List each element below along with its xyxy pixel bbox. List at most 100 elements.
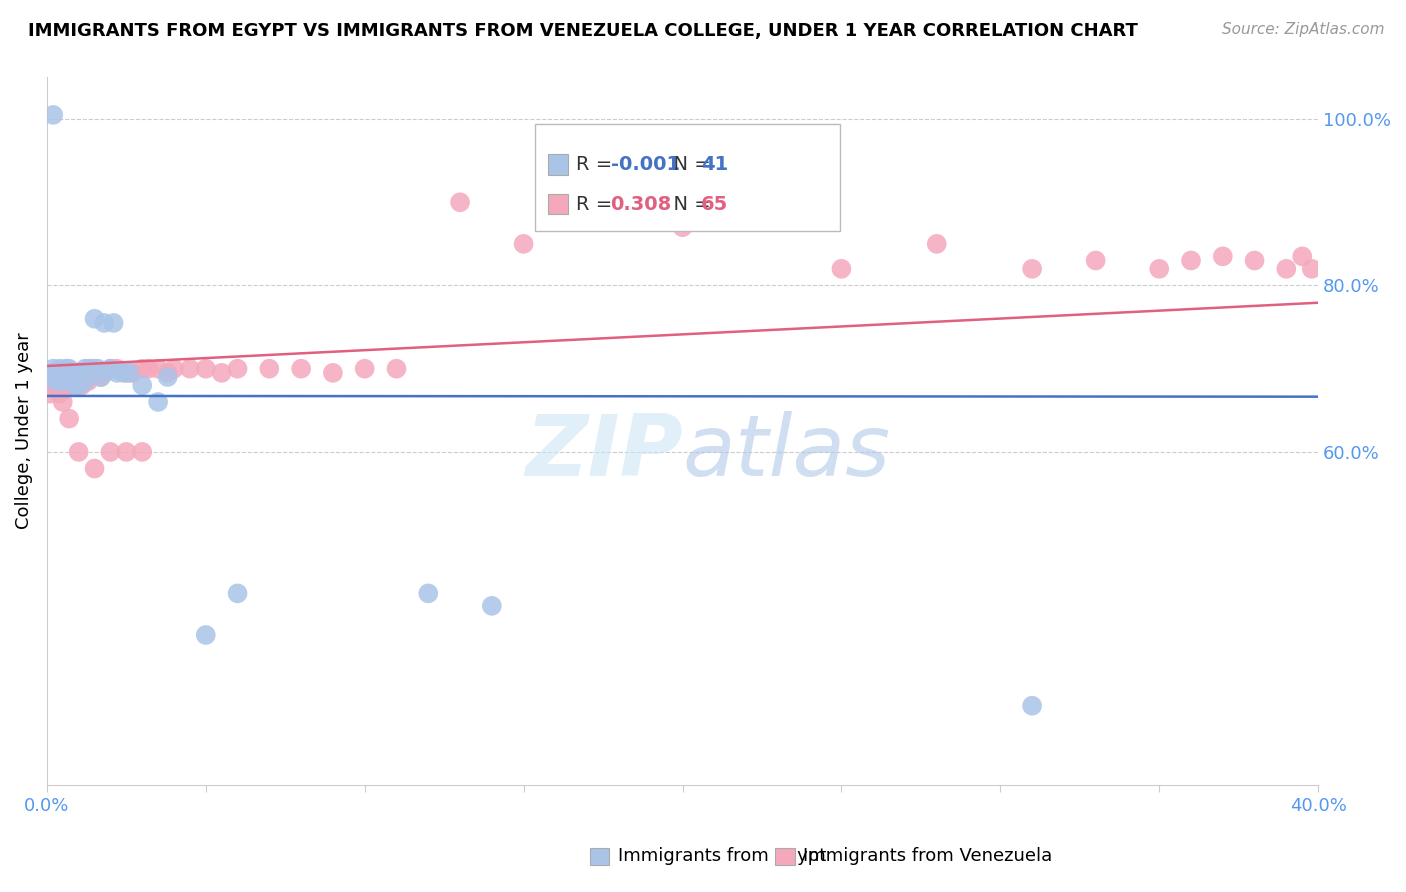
Text: 0.308: 0.308 <box>610 194 672 213</box>
Point <box>65 378 87 392</box>
Point <box>42 108 65 122</box>
Point <box>146 395 169 409</box>
Point <box>194 361 217 376</box>
Point <box>179 361 201 376</box>
Point <box>65 370 87 384</box>
Point <box>576 195 599 210</box>
Point <box>90 370 112 384</box>
Point <box>1212 249 1234 263</box>
Point <box>1021 698 1043 713</box>
Point <box>226 586 249 600</box>
Point <box>42 366 65 380</box>
Text: R =: R = <box>575 155 619 174</box>
Point <box>100 361 122 376</box>
Point <box>55 366 77 380</box>
Point <box>73 374 96 388</box>
Point <box>48 361 70 376</box>
Point <box>87 366 110 380</box>
Point <box>1147 261 1170 276</box>
Text: N =: N = <box>661 155 717 174</box>
Point <box>45 378 67 392</box>
Point <box>131 361 153 376</box>
Point <box>55 361 77 376</box>
Point <box>93 366 115 380</box>
Point <box>60 370 83 384</box>
Point <box>90 370 112 384</box>
Point <box>58 374 80 388</box>
Point <box>105 361 128 376</box>
Point <box>156 370 179 384</box>
Point <box>449 195 471 210</box>
Point <box>163 361 186 376</box>
Text: ZIP: ZIP <box>524 411 682 494</box>
Point <box>39 386 62 401</box>
Point <box>385 361 408 376</box>
Point <box>83 461 105 475</box>
Point <box>512 236 534 251</box>
Text: atlas: atlas <box>682 411 890 494</box>
Text: -0.001: -0.001 <box>610 155 679 174</box>
Point <box>1084 253 1107 268</box>
Point <box>418 586 440 600</box>
Text: Source: ZipAtlas.com: Source: ZipAtlas.com <box>1222 22 1385 37</box>
Point <box>131 445 153 459</box>
Point <box>105 366 128 380</box>
Point <box>290 361 312 376</box>
Text: IMMIGRANTS FROM EGYPT VS IMMIGRANTS FROM VENEZUELA COLLEGE, UNDER 1 YEAR CORRELA: IMMIGRANTS FROM EGYPT VS IMMIGRANTS FROM… <box>28 22 1137 40</box>
Text: N =: N = <box>661 194 717 213</box>
Point <box>138 361 160 376</box>
Point <box>67 445 90 459</box>
Point <box>67 378 90 392</box>
Point <box>39 370 62 384</box>
Point <box>146 361 169 376</box>
Point <box>52 370 75 384</box>
Point <box>115 445 138 459</box>
Point <box>112 366 135 380</box>
Point <box>52 374 75 388</box>
Text: Immigrants from Egypt: Immigrants from Egypt <box>619 847 827 865</box>
Text: 65: 65 <box>702 194 728 213</box>
Point <box>83 361 105 376</box>
Point <box>118 366 141 380</box>
Point <box>52 378 75 392</box>
Point <box>42 366 65 380</box>
Point <box>45 366 67 380</box>
Point <box>322 366 344 380</box>
Point <box>55 366 77 380</box>
Point <box>353 361 375 376</box>
Point <box>83 311 105 326</box>
Point <box>1021 261 1043 276</box>
Point <box>671 220 693 235</box>
Point <box>60 374 83 388</box>
Point <box>73 374 96 388</box>
Text: R =: R = <box>575 194 624 213</box>
Y-axis label: College, Under 1 year: College, Under 1 year <box>15 333 32 530</box>
Point <box>93 316 115 330</box>
Point <box>60 370 83 384</box>
Point <box>58 366 80 380</box>
Point <box>65 374 87 388</box>
Point <box>70 378 93 392</box>
Point <box>58 411 80 425</box>
Point <box>226 361 249 376</box>
Text: 41: 41 <box>702 155 728 174</box>
Point <box>100 445 122 459</box>
Point <box>211 366 233 380</box>
Point <box>77 374 100 388</box>
Point <box>115 366 138 380</box>
Point <box>100 361 122 376</box>
Point <box>52 366 75 380</box>
Point <box>925 236 948 251</box>
Point <box>42 361 65 376</box>
Point <box>48 386 70 401</box>
Point <box>67 366 90 380</box>
Point <box>45 374 67 388</box>
Point <box>131 378 153 392</box>
Point <box>121 366 143 380</box>
Point <box>830 261 852 276</box>
Point <box>156 366 179 380</box>
Point <box>73 361 96 376</box>
Point <box>87 361 110 376</box>
Point <box>259 361 281 376</box>
Point <box>55 378 77 392</box>
